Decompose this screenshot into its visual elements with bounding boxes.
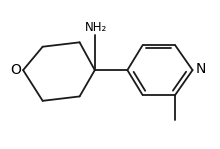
Text: NH₂: NH₂ xyxy=(85,21,107,34)
Text: N: N xyxy=(196,62,206,76)
Text: O: O xyxy=(10,63,21,77)
